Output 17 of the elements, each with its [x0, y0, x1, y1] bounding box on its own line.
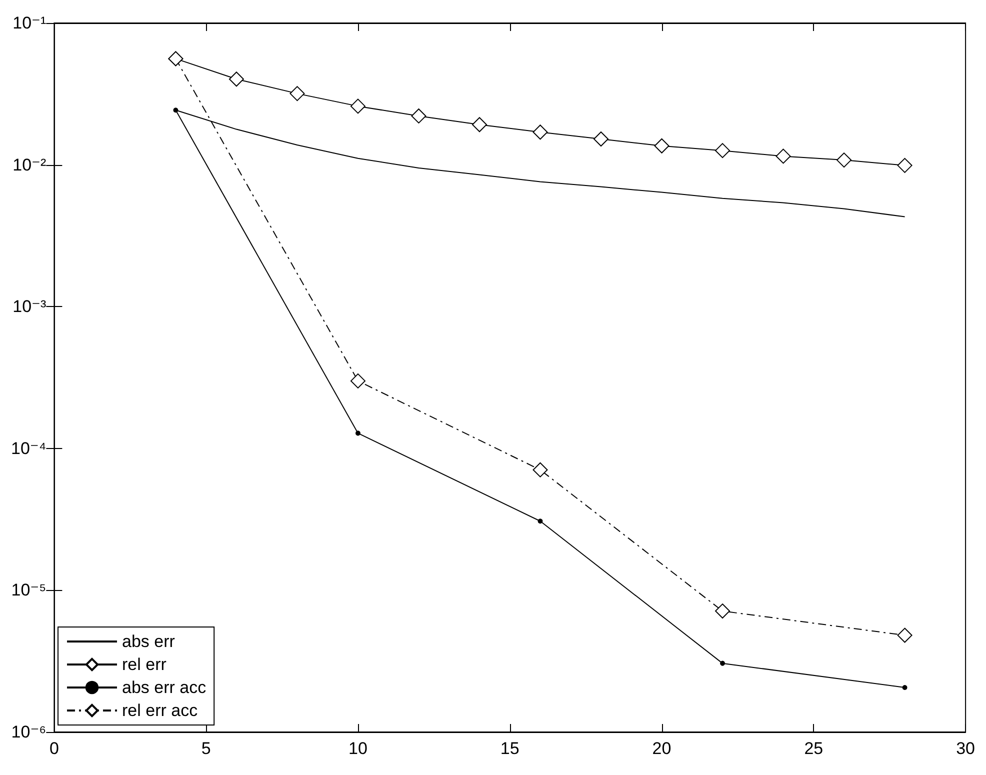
y-tick-label: 10⁻³	[12, 297, 47, 316]
x-tick-label: 20	[652, 739, 672, 758]
y-tick-label: 10⁻⁵	[11, 580, 46, 600]
x-tick-label: 0	[49, 739, 59, 758]
x-tick-label: 30	[956, 739, 976, 758]
y-tick-label: 10⁻²	[12, 155, 47, 174]
legend-label: rel err	[122, 655, 167, 674]
legend-label: abs err acc	[122, 678, 207, 697]
x-tick-label: 5	[201, 739, 211, 758]
x-tick-label: 10	[348, 739, 368, 758]
x-tick-label: 15	[500, 739, 520, 758]
y-tick-label: 10⁻¹	[12, 14, 47, 32]
x-tick-label: 25	[804, 739, 824, 758]
y-tick-label: 10⁻⁶	[11, 722, 46, 742]
legend-label: abs err	[122, 632, 176, 651]
legend-label: rel err acc	[122, 701, 198, 720]
y-tick-label: 10⁻⁴	[11, 438, 46, 458]
